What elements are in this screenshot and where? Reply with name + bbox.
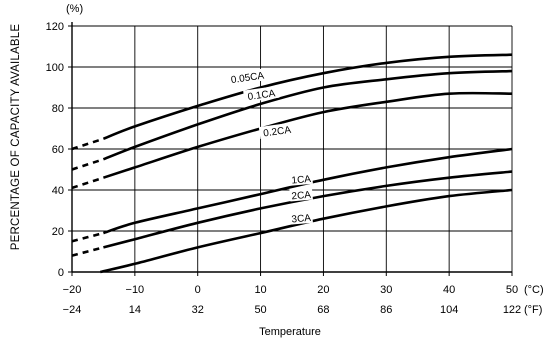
series-label-bg-2ca <box>289 187 313 202</box>
series-label-bg-1ca <box>289 171 313 186</box>
x-tick-label-f-2: 32 <box>192 304 204 316</box>
series-label-group-0_2ca: 0.2CA <box>258 122 296 140</box>
series-line-0_05ca <box>102 53 513 141</box>
series-label-1ca: 1CA <box>291 174 312 187</box>
series-label-2ca: 2CA <box>291 190 312 203</box>
x-tick-label-f-3: 50 <box>254 304 266 316</box>
axes <box>68 22 513 276</box>
x-tick-label-f-1: 14 <box>129 304 141 316</box>
x-axis-title: Temperature <box>259 326 321 338</box>
x-tick-label-c-7: 50 <box>506 284 518 296</box>
series-line-dashed-0_1ca <box>71 158 104 171</box>
x-tick-label-c-1: −10 <box>126 284 145 296</box>
x-tick-label-f-5: 86 <box>380 304 392 316</box>
series-label-bg-0_2ca <box>258 122 296 140</box>
tick-labels: 0 20 40 60 80 100 120 −20 −10 0 10 20 30 40 50 −24 14 32 5… <box>46 21 522 316</box>
series-label-0_1ca: 0.1CA <box>247 88 276 103</box>
series-label-3ca: 3CA <box>291 213 312 226</box>
y-tick-label-3: 60 <box>52 144 64 156</box>
series-label-bg-0_1ca <box>243 85 280 103</box>
series-label-0_05ca: 0.05CA <box>230 71 265 87</box>
x-tick-label-f-0: −24 <box>63 304 82 316</box>
series-label-bg-3ca <box>289 210 313 225</box>
y-axis-title: PERCENTAGE OF CAPACITY AVAILABLE <box>10 24 22 251</box>
y-tick-label-4: 80 <box>52 103 64 115</box>
x-axis-unit-fahrenheit: (°F) <box>524 304 542 316</box>
x-tick-label-f-6: 104 <box>440 304 458 316</box>
series-label-group-0_05ca: 0.05CA <box>226 68 269 87</box>
series-line-1ca <box>102 147 513 235</box>
series-label-0_2ca: 0.2CA <box>263 125 292 140</box>
series-label-group-1ca: 1CA <box>289 171 313 187</box>
y-axis-unit: (%) <box>66 3 83 15</box>
series-line-0_2ca <box>103 91 513 179</box>
x-tick-label-c-4: 20 <box>317 284 329 296</box>
series-line-0_1ca <box>102 69 513 161</box>
series-lines <box>71 53 513 274</box>
series-label-bg-0_05ca <box>226 68 269 86</box>
x-axis-unit-celsius: (°C) <box>524 284 544 296</box>
x-tick-label-c-2: 0 <box>195 284 201 296</box>
grid <box>71 25 513 273</box>
x-tick-label-c-0: −20 <box>63 284 82 296</box>
x-tick-label-c-6: 40 <box>443 284 455 296</box>
x-tick-label-f-4: 68 <box>317 304 329 316</box>
x-tick-label-f-7: 122 <box>503 304 521 316</box>
x-tick-label-c-3: 10 <box>254 284 266 296</box>
x-tick-label-c-5: 30 <box>380 284 392 296</box>
series-label-group-0_1ca: 0.1CA <box>243 85 280 103</box>
series-label-group-3ca: 3CA <box>289 210 313 226</box>
series-line-3ca <box>99 188 513 274</box>
y-tick-label-1: 20 <box>52 226 64 238</box>
y-tick-label-2: 40 <box>52 185 64 197</box>
series-line-dashed-0_2ca <box>71 176 104 190</box>
series-label-group-2ca: 2CA <box>289 187 313 203</box>
y-tick-label-0: 0 <box>58 267 64 279</box>
y-tick-label-6: 120 <box>46 21 64 33</box>
y-tick-label-5: 100 <box>46 62 64 74</box>
series-line-dashed-1ca <box>71 231 104 243</box>
series-line-dashed-2ca <box>71 246 104 257</box>
series-line-dashed-0_05ca <box>71 137 104 151</box>
series-line-2ca <box>103 170 513 249</box>
